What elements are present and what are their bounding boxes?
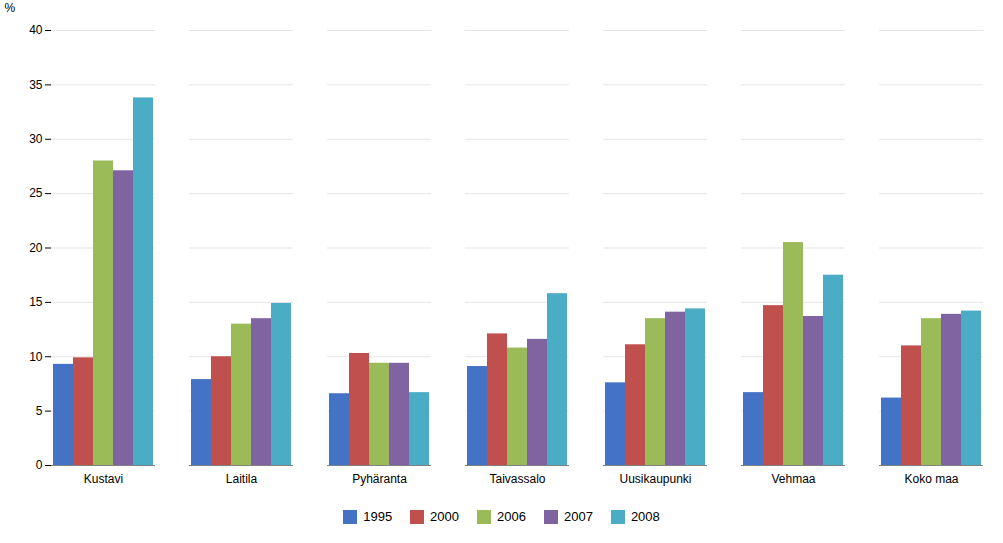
svg-text:Vehmaa: Vehmaa: [771, 472, 815, 486]
html-text:1995: 1995: [363, 509, 393, 524]
svg-text:Koko maa: Koko maa: [904, 472, 958, 486]
svg-text:10: 10: [29, 350, 43, 364]
svg-text:0: 0: [36, 458, 43, 472]
html-text:2007: 2007: [564, 509, 593, 524]
svg-text:35: 35: [29, 78, 43, 92]
svg-text:Laitila: Laitila: [226, 472, 258, 486]
svg-text:Kustavi: Kustavi: [84, 472, 123, 486]
svg-text:5: 5: [36, 404, 43, 418]
svg-text:30: 30: [29, 132, 43, 146]
html-text:2000: 2000: [430, 509, 459, 524]
svg-text:25: 25: [29, 186, 43, 200]
svg-text:15: 15: [29, 295, 43, 309]
svg-text:Pyhäranta: Pyhäranta: [352, 472, 407, 486]
svg-text:Taivassalo: Taivassalo: [489, 472, 545, 486]
svg-text:Uusikaupunki: Uusikaupunki: [619, 472, 691, 486]
html-text:2006: 2006: [497, 509, 526, 524]
svg-text:%: %: [5, 1, 16, 15]
svg-text:40: 40: [29, 23, 43, 37]
svg-text:20: 20: [29, 241, 43, 255]
html-text:2008: 2008: [630, 509, 660, 524]
